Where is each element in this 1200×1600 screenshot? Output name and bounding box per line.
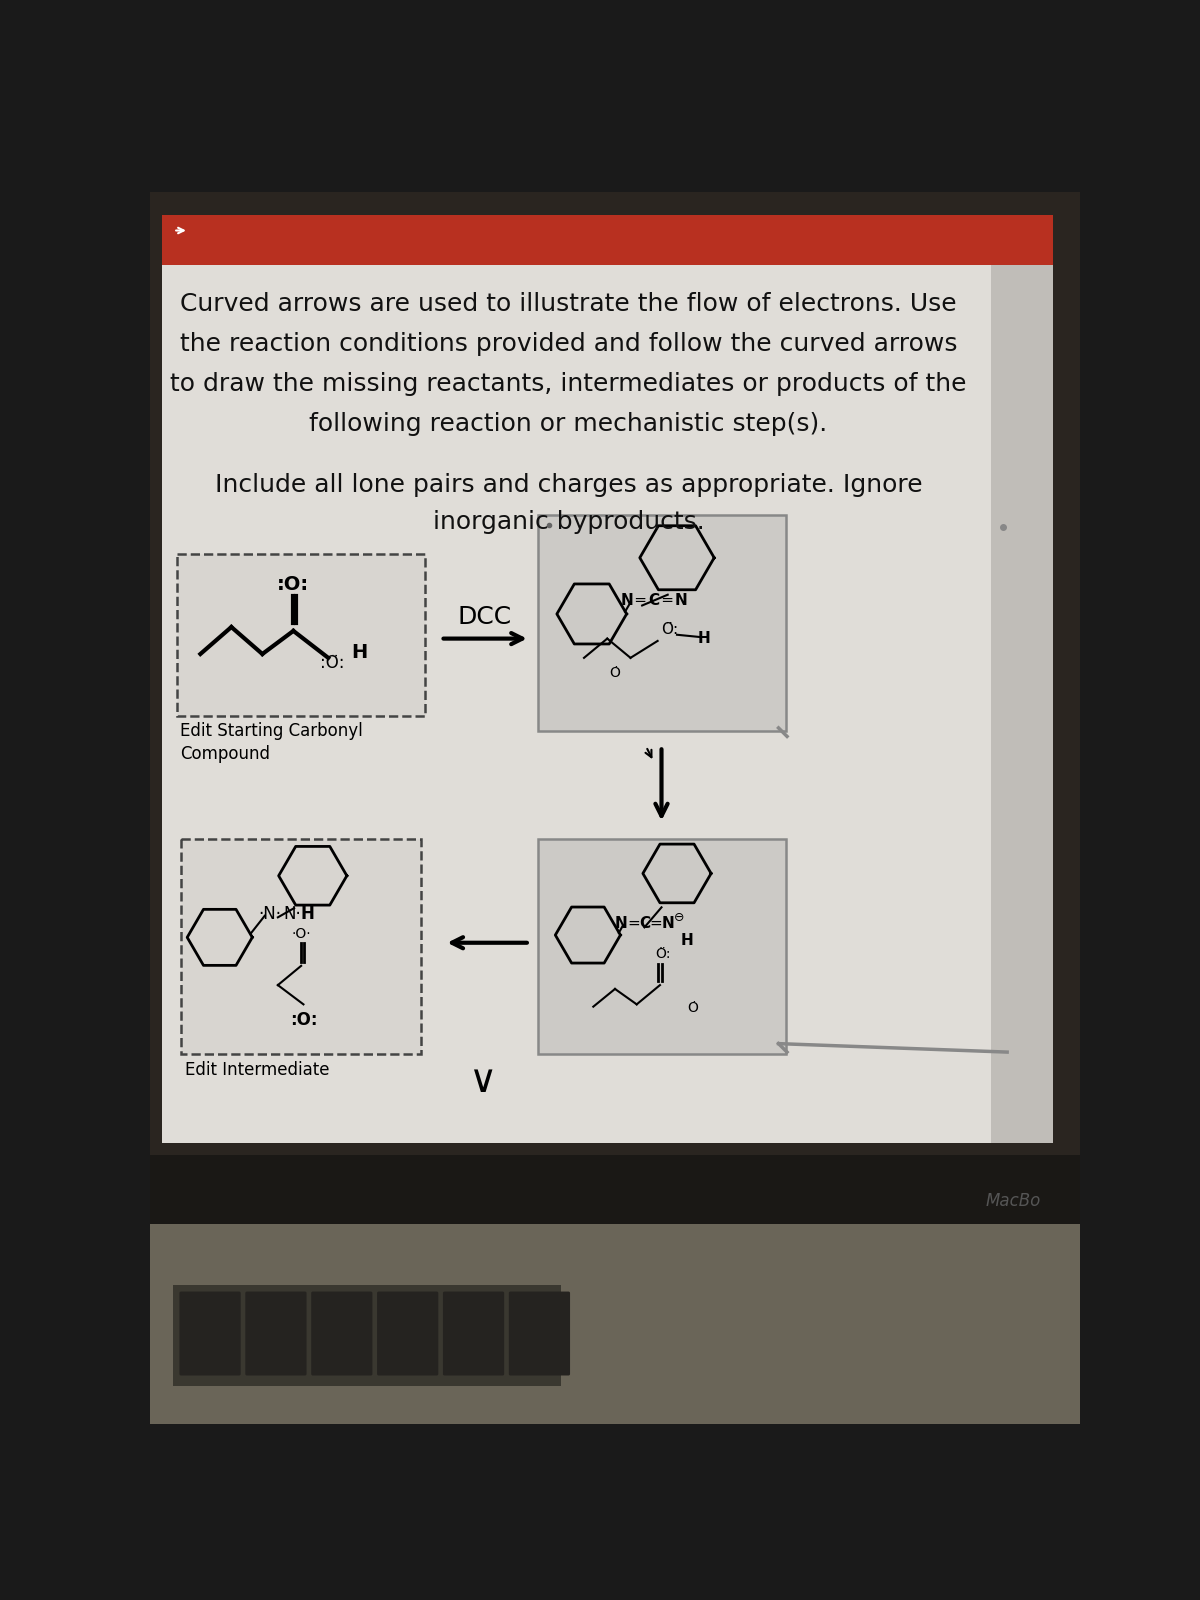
Text: ═: ═ <box>635 592 644 608</box>
Text: H: H <box>697 630 710 646</box>
Text: Curved arrows are used to illustrate the flow of electrons. Use: Curved arrows are used to illustrate the… <box>180 291 956 315</box>
Text: :O:: :O: <box>289 1011 317 1029</box>
FancyBboxPatch shape <box>162 214 1052 1139</box>
Text: ·O·: ·O· <box>292 926 311 941</box>
Text: C: C <box>648 592 659 608</box>
Text: =: = <box>628 915 640 931</box>
Text: N: N <box>620 592 634 608</box>
Text: Ö:: Ö: <box>661 622 678 637</box>
Text: Ȯ: Ȯ <box>688 1002 698 1016</box>
Text: Ȯ: Ȯ <box>610 666 620 680</box>
Text: MacBo: MacBo <box>986 1192 1042 1210</box>
Text: N·: N· <box>283 906 301 923</box>
Text: N: N <box>674 592 688 608</box>
Text: H: H <box>352 643 367 662</box>
Text: Edit Intermediate: Edit Intermediate <box>185 1061 329 1078</box>
FancyBboxPatch shape <box>150 1155 1080 1424</box>
Text: Ö:: Ö: <box>655 947 671 962</box>
Text: DCC: DCC <box>457 605 512 629</box>
Text: N: N <box>661 915 674 931</box>
FancyBboxPatch shape <box>150 1224 1080 1424</box>
FancyBboxPatch shape <box>538 838 786 1054</box>
Text: the reaction conditions provided and follow the curved arrows: the reaction conditions provided and fol… <box>180 331 958 355</box>
FancyBboxPatch shape <box>162 266 991 1142</box>
Text: Edit Starting Carbonyl
Compound: Edit Starting Carbonyl Compound <box>180 722 362 763</box>
FancyBboxPatch shape <box>443 1291 504 1376</box>
Text: ·N·: ·N· <box>259 906 282 923</box>
Text: H: H <box>680 933 694 947</box>
Text: to draw the missing reactants, intermediates or products of the: to draw the missing reactants, intermedi… <box>170 371 967 395</box>
Text: =: = <box>649 915 661 931</box>
FancyBboxPatch shape <box>181 838 421 1054</box>
FancyBboxPatch shape <box>178 554 425 715</box>
Text: ═: ═ <box>662 592 672 608</box>
FancyBboxPatch shape <box>377 1291 438 1376</box>
Text: C: C <box>638 915 650 931</box>
Text: ⊖: ⊖ <box>674 910 684 923</box>
FancyBboxPatch shape <box>991 266 1052 1142</box>
FancyBboxPatch shape <box>173 1285 560 1386</box>
Text: :Ö:: :Ö: <box>320 654 344 672</box>
FancyBboxPatch shape <box>509 1291 570 1376</box>
Text: H: H <box>300 906 314 923</box>
Text: N: N <box>614 915 628 931</box>
FancyBboxPatch shape <box>162 214 1052 266</box>
FancyBboxPatch shape <box>538 515 786 731</box>
Text: following reaction or mechanistic step(s).: following reaction or mechanistic step(s… <box>310 411 828 435</box>
Text: :O:: :O: <box>277 576 310 594</box>
FancyBboxPatch shape <box>180 1291 241 1376</box>
FancyBboxPatch shape <box>311 1291 372 1376</box>
Text: ∨: ∨ <box>469 1062 498 1101</box>
FancyBboxPatch shape <box>150 192 1080 1155</box>
Text: Include all lone pairs and charges as appropriate. Ignore: Include all lone pairs and charges as ap… <box>215 472 923 496</box>
FancyBboxPatch shape <box>245 1291 306 1376</box>
Text: inorganic byproducts.: inorganic byproducts. <box>433 509 704 533</box>
